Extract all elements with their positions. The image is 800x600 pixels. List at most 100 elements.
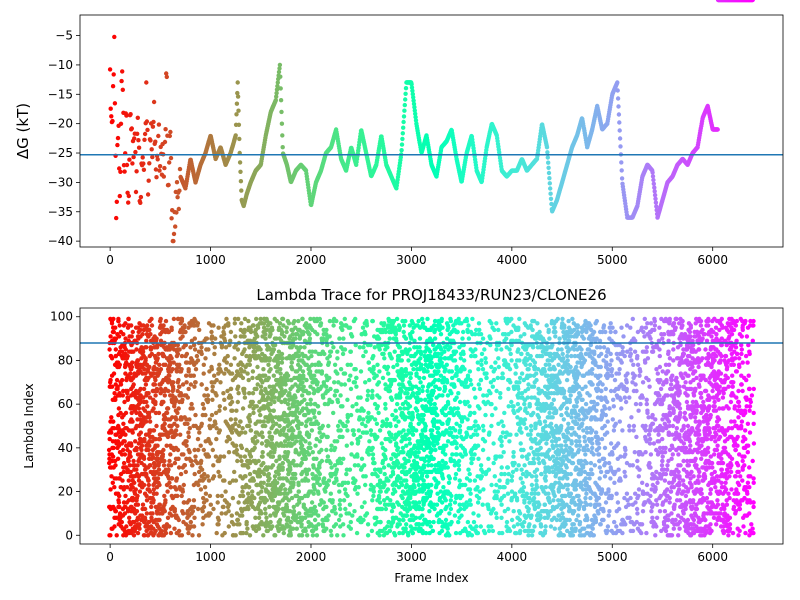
lambda-point <box>236 423 242 429</box>
lambda-point <box>137 526 142 531</box>
lambda-point <box>302 345 307 350</box>
lambda-point <box>116 334 122 339</box>
lambda-point <box>260 485 265 490</box>
lambda-point <box>125 395 130 400</box>
lambda-point <box>411 367 416 372</box>
lambda-point <box>222 397 227 402</box>
dg-point <box>153 139 158 144</box>
lambda-point <box>331 345 336 350</box>
lambda-point <box>258 384 264 389</box>
lambda-point <box>363 482 368 488</box>
lambda-point <box>291 482 296 488</box>
lambda-point <box>163 500 168 505</box>
lambda-point <box>240 351 245 357</box>
lambda-point <box>417 500 422 505</box>
lambda-point <box>109 452 115 457</box>
lambda-point <box>191 498 197 503</box>
lambda-point <box>139 447 144 453</box>
dg-point <box>177 166 183 172</box>
lambda-point <box>272 399 277 405</box>
lambda-point <box>226 509 231 514</box>
lambda-point <box>260 434 265 440</box>
lambda-point <box>195 506 201 512</box>
lambda-point <box>140 351 145 357</box>
lambda-point <box>167 373 172 378</box>
lambda-point <box>297 430 302 435</box>
dg-point <box>114 199 120 204</box>
lambda-point <box>135 358 140 363</box>
lambda-point <box>233 443 239 448</box>
lambda-point <box>278 487 283 492</box>
lambda-point <box>112 515 117 520</box>
lambda-point <box>278 371 283 376</box>
lambda-point <box>148 332 153 337</box>
dg-point <box>652 189 657 194</box>
lambda-point <box>179 367 184 372</box>
lambda-point <box>111 316 116 322</box>
lambda-point <box>192 347 198 352</box>
lambda-point <box>263 423 268 429</box>
lambda-point <box>282 432 287 437</box>
lambda-point <box>406 458 411 464</box>
lambda-point <box>175 410 180 416</box>
dg-point <box>167 160 172 165</box>
dg-point <box>156 122 162 127</box>
lambda-point <box>364 511 370 516</box>
lambda-point <box>406 358 411 363</box>
lambda-point <box>259 388 264 394</box>
lambda-point <box>175 423 180 429</box>
lambda-point <box>131 533 137 538</box>
lambda-point <box>299 533 305 538</box>
lambda-point <box>215 493 220 499</box>
lambda-point <box>126 316 131 322</box>
lambda-point <box>137 522 142 527</box>
lambda-point <box>363 332 368 337</box>
lambda-point <box>309 500 315 505</box>
lambda-point <box>250 399 255 405</box>
lambda-point <box>377 395 382 400</box>
lambda-point <box>381 485 386 490</box>
lambda-point <box>113 325 118 330</box>
lambda-point <box>129 334 134 339</box>
lambda-point <box>264 515 269 520</box>
lambda-point <box>228 417 234 422</box>
lambda-point <box>134 447 139 453</box>
lambda-point <box>390 471 396 477</box>
lambda-point <box>268 513 273 518</box>
dg-point <box>280 133 285 138</box>
dg-point <box>403 97 408 102</box>
lambda-point <box>407 506 413 512</box>
lambda-point <box>137 388 142 394</box>
lambda-point <box>253 434 258 440</box>
x-tick-label: 3000 <box>396 253 427 267</box>
dg-point <box>142 137 147 142</box>
lambda-point <box>236 500 241 505</box>
lambda-point <box>296 482 301 488</box>
lambda-point <box>112 336 117 341</box>
lambda-point <box>407 441 413 446</box>
lambda-point <box>225 353 230 359</box>
dg-point <box>134 169 139 174</box>
lambda-point <box>257 511 262 516</box>
lambda-point <box>295 406 300 411</box>
lambda-point <box>398 406 403 411</box>
lambda-point <box>207 369 212 374</box>
y-tick-label: −15 <box>48 87 73 101</box>
lambda-point <box>345 397 350 402</box>
lambda-point <box>216 469 221 475</box>
lambda-point <box>258 347 263 352</box>
lambda-point <box>344 471 349 477</box>
lambda-point <box>255 504 261 510</box>
lambda-point <box>311 491 316 496</box>
lambda-point <box>281 530 286 536</box>
lambda-point <box>250 489 255 494</box>
lambda-point <box>242 347 247 352</box>
lambda-point <box>388 439 393 444</box>
lambda-point <box>239 430 244 435</box>
lambda-point <box>294 439 299 444</box>
dg-point <box>126 193 131 199</box>
lambda-point <box>265 474 271 479</box>
lambda-point <box>179 316 185 322</box>
lambda-point <box>239 321 244 326</box>
lambda-point <box>147 415 152 420</box>
